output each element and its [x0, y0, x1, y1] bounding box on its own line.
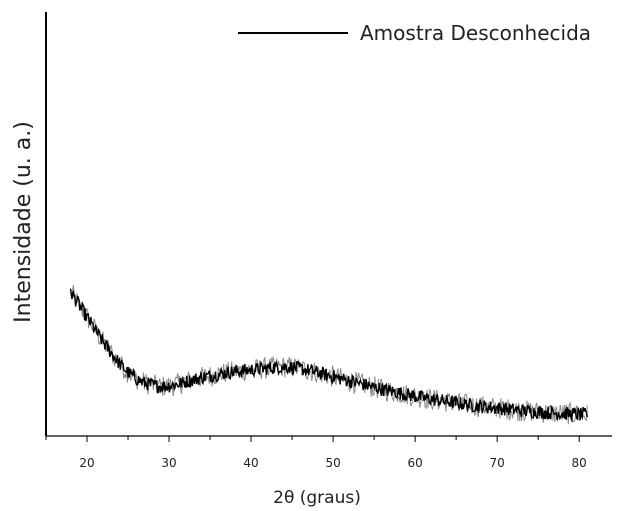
x-tick-label: 20 — [79, 456, 94, 470]
series-group — [69, 285, 588, 425]
legend-label: Amostra Desconhecida — [360, 21, 591, 45]
x-tick-label: 80 — [572, 456, 587, 470]
plot-area — [45, 12, 612, 437]
x-axis-title: 2θ (graus) — [273, 488, 361, 508]
x-tick-label: 50 — [325, 456, 340, 470]
x-tick-label: 30 — [161, 456, 176, 470]
x-tick-label: 40 — [243, 456, 258, 470]
series-line-amostra-desconhecida — [69, 288, 588, 424]
x-tick-label: 60 — [407, 456, 422, 470]
x-ticks: 20 30 40 50 60 70 80 — [45, 436, 587, 470]
y-axis-title: Intensidade (u. a.) — [11, 121, 36, 323]
legend: Amostra Desconhecida — [238, 21, 591, 45]
x-tick-label: 70 — [490, 456, 505, 470]
